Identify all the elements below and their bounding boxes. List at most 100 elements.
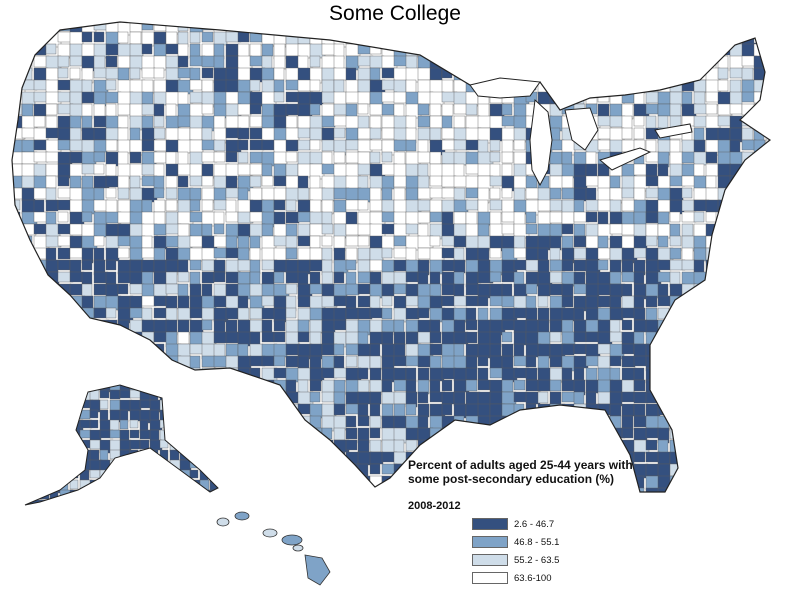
county-cell [765,151,770,168]
county-cell [405,427,419,441]
county-cell [285,451,298,468]
county-cell [369,103,384,116]
county-cell [209,429,218,444]
county-cell [321,151,333,166]
county-cell [657,31,674,43]
county-cell [249,451,265,465]
county-cell [141,343,153,355]
county-cell [765,271,770,288]
county-cell [669,67,681,84]
county-cell [105,331,120,348]
county-cell [249,307,264,320]
county-cell [189,343,204,355]
county-cell [21,235,33,251]
county-cell [141,475,156,492]
county-cell [501,43,513,57]
county-cell [717,259,733,273]
county-cell [657,67,674,80]
county-cell [179,489,193,501]
alaska-outline [24,384,219,506]
county-cell [669,103,682,117]
county-cell [321,91,336,104]
county-cell [741,379,757,394]
county-cell [129,343,144,357]
county-cell [717,463,733,476]
county-cell [573,31,585,44]
county-cell [59,409,69,419]
county-cell [645,115,657,130]
county-cell [297,331,310,343]
county-cell [69,389,84,401]
county-cell [729,115,743,129]
county-cell [501,127,516,142]
county-cell [321,283,336,298]
county-cell [29,489,40,500]
county-cell [717,139,731,154]
county-cell [25,429,29,442]
county-cell [237,451,253,465]
county-cell [513,43,530,58]
county-cell [129,459,143,470]
county-cell [179,499,190,505]
county-cell [645,343,660,358]
county-cell [45,163,60,177]
county-cell [657,91,672,105]
county-cell [201,175,214,187]
county-cell [177,271,190,283]
county-cell [179,389,192,402]
county-cell [189,427,201,443]
county-cell [309,151,324,165]
county-cell [321,319,336,334]
county-cell [705,271,720,285]
county-cell [225,295,240,310]
county-cell [45,103,58,116]
county-cell [669,43,682,60]
county-cell [621,67,634,82]
county-cell [225,187,240,199]
county-cell [81,271,93,285]
county-cell [57,331,72,346]
county-cell [177,367,189,381]
county-cell [357,487,369,492]
county-cell [525,67,540,82]
county-cell [693,67,708,81]
county-cell [189,439,202,452]
county-cell [765,427,770,442]
county-cell [381,307,393,320]
county-cell [741,403,754,416]
county-cell [717,31,734,48]
county-cell [69,391,81,407]
county-cell [33,439,49,451]
county-cell [345,67,357,82]
county-cell [717,22,734,33]
county-cell [321,487,335,492]
county-cell [29,439,40,451]
county-cell [169,419,181,434]
county-cell [717,379,733,391]
county-cell [525,175,538,189]
county-cell [441,22,457,33]
county-cell [321,475,338,487]
county-cell [417,31,432,47]
county-cell [249,79,261,92]
county-cell [25,399,29,413]
county-cell [561,91,573,105]
county-cell [141,463,155,479]
county-cell [729,175,746,190]
county-cell [657,43,674,55]
county-cell [189,67,201,81]
county-cell [705,391,720,405]
county-cell [201,427,218,443]
county-cell [105,355,120,369]
county-cell [573,343,587,355]
county-cell [345,427,358,440]
county-cell [621,331,636,345]
hawaii-islands [216,511,331,586]
county-cell [537,22,549,35]
county-cell [693,235,707,249]
county-cell [765,295,770,307]
county-cell [81,79,93,94]
county-cell [321,463,335,477]
county-cell [141,355,158,367]
county-cell [765,199,770,213]
